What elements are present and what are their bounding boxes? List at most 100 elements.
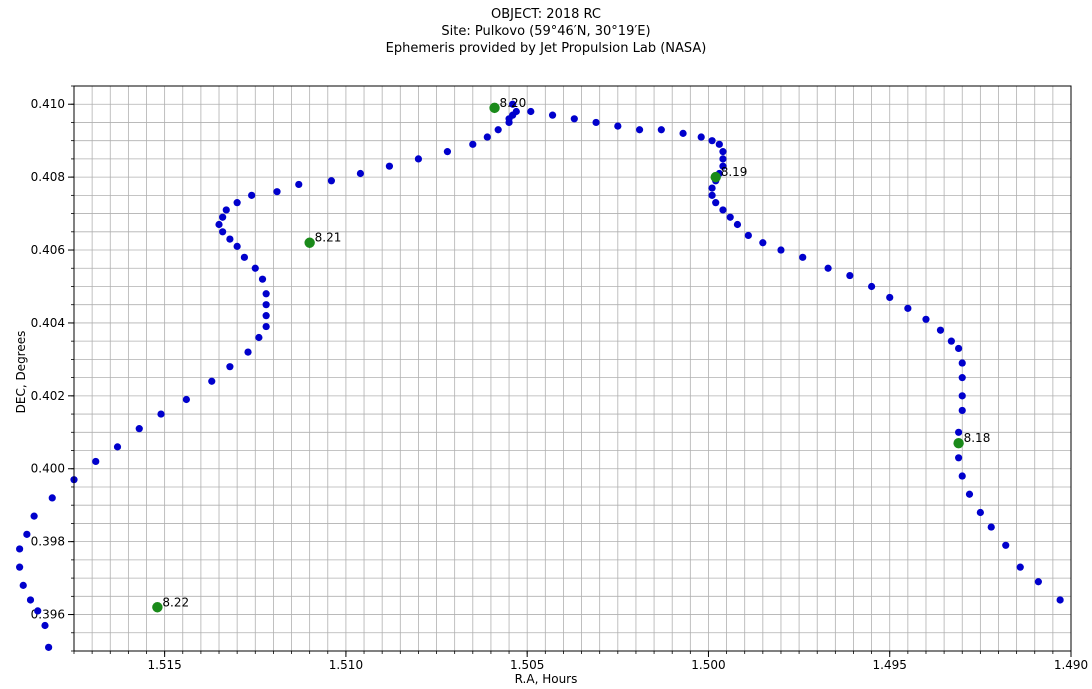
date-marker (489, 102, 500, 114)
track-point (679, 129, 687, 137)
track-point (955, 428, 963, 436)
track-point (30, 512, 38, 520)
track-point (958, 359, 966, 367)
track-point (904, 304, 912, 312)
track-point (233, 242, 241, 250)
track-point (657, 126, 665, 134)
track-point (614, 122, 622, 130)
track-point (262, 312, 270, 320)
track-point (868, 282, 876, 291)
track-point (548, 111, 557, 119)
track-point (182, 395, 190, 404)
track-point (327, 177, 336, 185)
track-points (16, 100, 1064, 651)
track-point (958, 406, 966, 415)
track-point (799, 253, 807, 261)
track-point (34, 607, 42, 615)
track-point (92, 457, 100, 466)
x-tick-label: 1.495 (873, 658, 907, 672)
date-marker (710, 171, 721, 183)
y-tick-label: 0.402 (31, 389, 65, 403)
x-tick-label: 1.505 (510, 658, 544, 672)
track-point (726, 213, 734, 221)
plot-frame (73, 85, 1072, 652)
track-point (208, 377, 216, 385)
date-markers: 8.18 8.19 8.20 8.21 8.22 (152, 96, 990, 613)
date-marker-label: 8.19 (721, 165, 748, 179)
date-marker-label: 8.22 (162, 595, 189, 609)
track-point (712, 199, 720, 207)
track-point (248, 191, 256, 199)
track-point (708, 191, 716, 199)
track-point (708, 184, 716, 192)
track-point (48, 494, 56, 502)
track-point (19, 581, 27, 589)
track-point (443, 148, 452, 156)
track-point (262, 290, 270, 298)
track-point (273, 188, 281, 196)
track-point (244, 348, 252, 356)
track-point (26, 596, 35, 604)
track-point (41, 621, 49, 630)
track-point (505, 115, 513, 123)
track-point (414, 155, 423, 163)
track-point (719, 162, 727, 170)
track-point (240, 253, 248, 261)
track-point (936, 326, 945, 334)
track-point (135, 425, 143, 433)
track-point (16, 545, 24, 553)
track-point (886, 293, 894, 302)
track-point (744, 231, 752, 240)
track-point (592, 118, 600, 127)
track-point (955, 344, 963, 353)
track-point (295, 180, 303, 189)
track-point (258, 275, 267, 283)
track-point (215, 220, 223, 229)
title-line-ephemeris: Ephemeris provided by Jet Propulsion Lab… (385, 41, 707, 56)
chart-title: OBJECT: 2018 RC Site: Pulkovo (59°46′N, … (0, 6, 1092, 57)
track-point (965, 490, 974, 498)
track-point (697, 133, 705, 141)
x-tick-label: 1.500 (691, 658, 725, 672)
track-point (955, 454, 963, 462)
y-tick-label: 0.398 (31, 535, 65, 549)
track-point (45, 643, 53, 651)
track-point (719, 155, 727, 163)
track-point (987, 523, 995, 531)
track-point (958, 392, 966, 400)
track-point (976, 508, 984, 517)
track-point (385, 162, 394, 170)
track-point (226, 235, 234, 243)
track-point (733, 220, 742, 229)
track-point (570, 115, 578, 123)
track-point (262, 301, 270, 309)
track-point (219, 213, 227, 221)
track-point (527, 107, 535, 116)
track-point (777, 246, 785, 254)
track-point (759, 239, 767, 247)
track-point (719, 206, 727, 214)
track-point (715, 140, 723, 148)
track-point (356, 169, 365, 178)
track-point (494, 126, 502, 134)
y-axis-label: DEC, Degrees (14, 330, 28, 414)
axis-ticks: 1.515 1.510 1.505 1.500 1.495 1.4900.3960.398… (31, 85, 1088, 672)
title-line-object: OBJECT: 2018 RC (491, 7, 601, 22)
track-point (157, 410, 165, 418)
track-point (1002, 541, 1010, 549)
y-tick-label: 0.400 (31, 462, 65, 476)
track-point (219, 228, 227, 236)
track-point (947, 337, 955, 345)
track-point (1056, 596, 1064, 604)
x-tick-label: 1.510 (329, 658, 363, 672)
track-point (226, 363, 234, 371)
track-point (23, 530, 31, 538)
x-axis-label: R.A, Hours (514, 672, 578, 686)
y-axis-label-wrap: DEC, Degrees (14, 0, 28, 689)
date-marker (304, 237, 315, 248)
grid-lines (73, 85, 1072, 652)
track-point (635, 126, 644, 134)
track-point (824, 264, 832, 272)
y-tick-label: 0.410 (31, 97, 65, 111)
